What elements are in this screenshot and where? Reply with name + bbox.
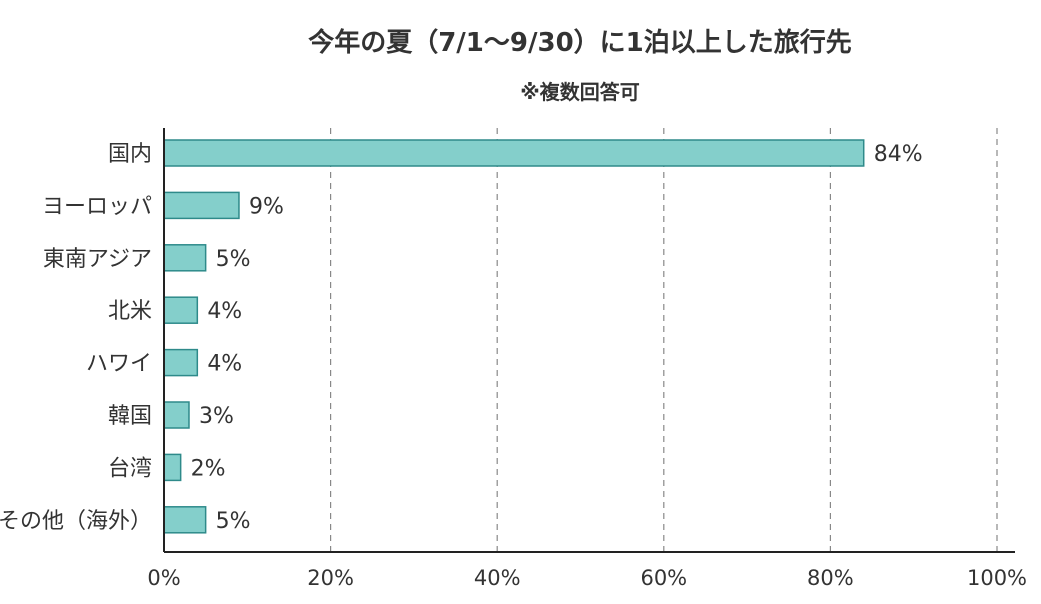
chart-subtitle: ※複数回答可 bbox=[520, 80, 640, 104]
x-tick-label-0: 0% bbox=[147, 566, 180, 590]
bar-3 bbox=[163, 296, 199, 324]
bar-5 bbox=[163, 401, 190, 429]
value-label-4: 4% bbox=[207, 352, 242, 377]
category-label-0: 国内 bbox=[108, 142, 152, 167]
bar-1 bbox=[163, 191, 240, 220]
value-label-5: 3% bbox=[199, 404, 234, 429]
bar-2 bbox=[163, 244, 207, 272]
bar-4 bbox=[163, 348, 199, 377]
value-label-1: 9% bbox=[249, 194, 284, 219]
bar-7 bbox=[163, 506, 207, 534]
category-label-2: 東南アジア bbox=[43, 247, 152, 272]
value-label-6: 2% bbox=[191, 456, 226, 481]
labels: 84% 国内 9% ヨーロッパ 5% 東南アジア 4% 北米 4% ハワイ 3% 韓国 2% 台湾 5% その… bbox=[0, 142, 1027, 590]
category-label-1: ヨーロッパ bbox=[42, 194, 152, 219]
bar-6 bbox=[163, 453, 182, 482]
grid-lines bbox=[330, 128, 998, 552]
value-label-2: 5% bbox=[216, 247, 251, 272]
category-label-4: ハワイ bbox=[86, 352, 152, 377]
value-label-7: 5% bbox=[216, 509, 251, 534]
x-tick-label-80: 80% bbox=[807, 566, 854, 590]
x-tick-label-60: 60% bbox=[640, 566, 687, 590]
category-label-3: 北米 bbox=[108, 299, 152, 324]
bar-0 bbox=[163, 139, 865, 167]
value-label-0: 84% bbox=[874, 142, 923, 167]
axes bbox=[163, 128, 1015, 553]
value-label-3: 4% bbox=[207, 299, 242, 324]
x-tick-label-40: 40% bbox=[474, 566, 521, 590]
category-label-6: 台湾 bbox=[108, 456, 152, 481]
category-label-7: その他（海外） bbox=[0, 509, 152, 534]
x-tick-label-100: 100% bbox=[967, 566, 1027, 590]
chart-title: 今年の夏（7/1〜9/30）に1泊以上した旅行先 bbox=[308, 28, 852, 58]
category-label-5: 韓国 bbox=[108, 404, 152, 429]
x-tick-label-20: 20% bbox=[307, 566, 354, 590]
